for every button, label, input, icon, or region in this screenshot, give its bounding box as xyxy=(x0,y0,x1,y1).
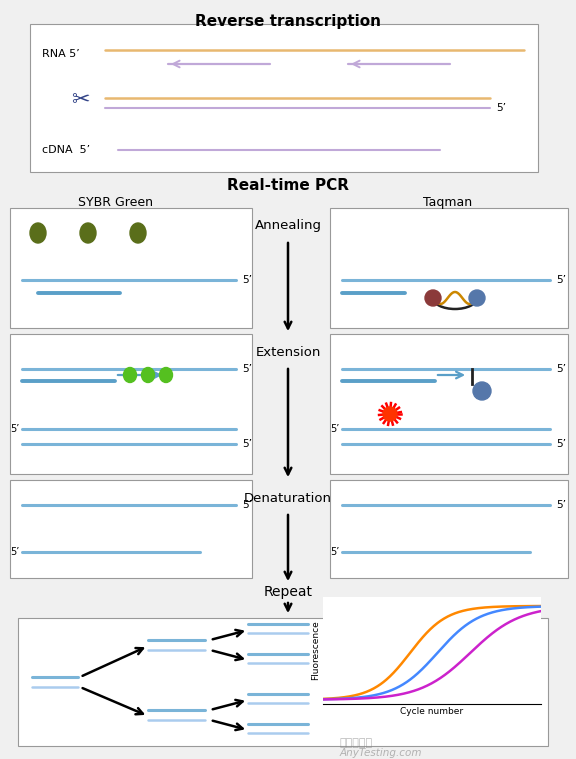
Text: ✂: ✂ xyxy=(71,90,89,110)
Text: Denaturation: Denaturation xyxy=(244,492,332,505)
Ellipse shape xyxy=(80,223,96,243)
Text: 5’: 5’ xyxy=(556,364,566,374)
Text: RNA 5’: RNA 5’ xyxy=(42,49,79,59)
Text: 5’: 5’ xyxy=(556,439,566,449)
Text: cDNA  5’: cDNA 5’ xyxy=(42,145,90,155)
Ellipse shape xyxy=(123,367,137,383)
Circle shape xyxy=(473,382,491,400)
Ellipse shape xyxy=(160,367,172,383)
Text: Taqman: Taqman xyxy=(423,196,472,209)
Text: 5’: 5’ xyxy=(10,424,20,434)
Text: Reverse transcription: Reverse transcription xyxy=(195,14,381,29)
Text: 5’: 5’ xyxy=(242,439,252,449)
Text: Annealing: Annealing xyxy=(255,219,321,232)
Text: 5’: 5’ xyxy=(556,275,566,285)
Text: 5’: 5’ xyxy=(242,500,252,510)
Bar xyxy=(18,618,548,746)
Text: 5’: 5’ xyxy=(556,500,566,510)
Bar xyxy=(10,334,252,474)
Text: 5’: 5’ xyxy=(242,364,252,374)
Text: Extension: Extension xyxy=(255,345,321,358)
Text: 5’: 5’ xyxy=(330,424,339,434)
Bar xyxy=(10,480,252,578)
Text: 5’: 5’ xyxy=(10,547,20,557)
Y-axis label: Fluorescence: Fluorescence xyxy=(311,621,320,680)
Circle shape xyxy=(469,290,485,306)
X-axis label: Cycle number: Cycle number xyxy=(400,707,464,716)
Ellipse shape xyxy=(30,223,46,243)
Text: Repeat: Repeat xyxy=(263,585,313,599)
Bar xyxy=(10,208,252,328)
Bar xyxy=(330,480,568,578)
Text: AnyTesting.com: AnyTesting.com xyxy=(340,748,423,758)
Text: Real-time PCR: Real-time PCR xyxy=(227,178,349,193)
Bar xyxy=(330,334,568,474)
Text: SYBR Green: SYBR Green xyxy=(78,196,153,209)
Bar xyxy=(30,24,538,172)
Text: 嘉峨检测网: 嘉峨检测网 xyxy=(340,738,373,748)
Text: 5’: 5’ xyxy=(330,547,339,557)
Bar xyxy=(330,208,568,328)
Text: 5’: 5’ xyxy=(242,275,252,285)
Ellipse shape xyxy=(130,223,146,243)
Circle shape xyxy=(383,407,397,421)
Ellipse shape xyxy=(142,367,154,383)
Circle shape xyxy=(425,290,441,306)
Text: 5’: 5’ xyxy=(496,103,506,113)
